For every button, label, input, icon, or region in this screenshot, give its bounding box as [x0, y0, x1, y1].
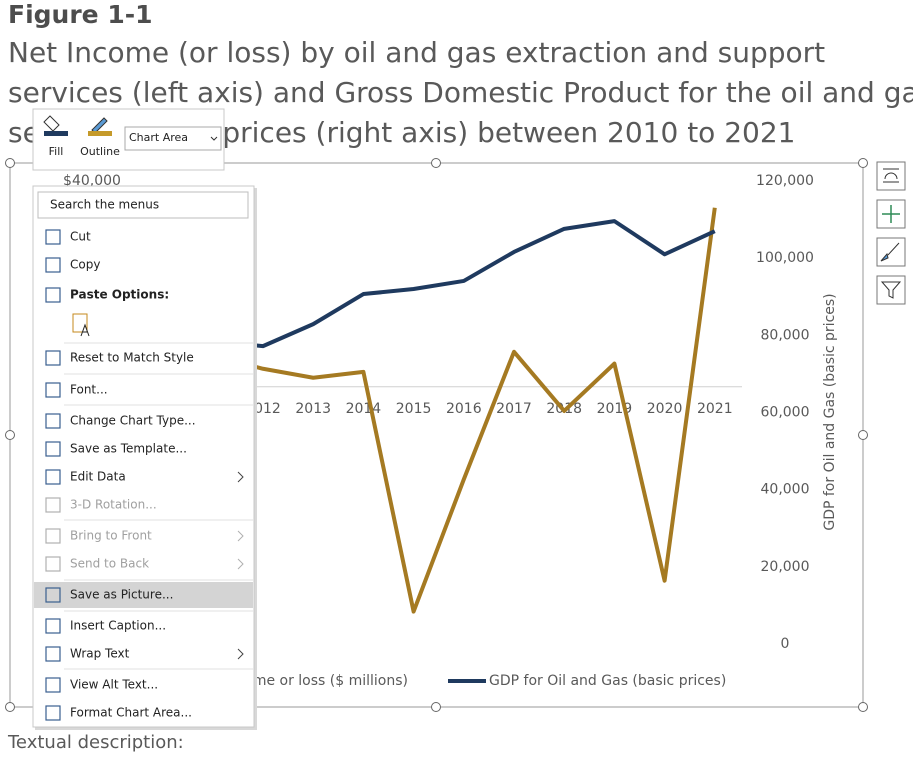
menu-item-label[interactable]: Copy	[70, 258, 100, 272]
menu-item-label[interactable]: Edit Data	[70, 470, 126, 484]
menu-icon	[45, 413, 61, 429]
paste-icon[interactable]	[72, 313, 88, 333]
dropdown-arrow	[210, 136, 218, 141]
menu-item-label[interactable]: Format Chart Area...	[70, 706, 192, 720]
menu-item-label[interactable]: View Alt Text...	[70, 678, 158, 692]
context-menu: Search the menus Cut Copy Paste Options: Res…	[32, 185, 257, 730]
footer-text: Textual description:	[7, 732, 184, 753]
menu-item-label[interactable]: Cut	[70, 230, 91, 244]
resize-handle[interactable]	[431, 702, 441, 712]
menu-item-label[interactable]: Wrap Text	[70, 647, 130, 661]
legend-label: GDP for Oil and Gas (basic prices)	[489, 673, 726, 689]
fill-swatch	[44, 131, 68, 136]
toolbar-label[interactable]: Outline	[80, 145, 120, 158]
menu-icon	[45, 705, 61, 721]
menu-icon	[45, 677, 61, 693]
mini-toolbar: Fill Outline Chart Area	[32, 108, 225, 171]
menu-highlight	[34, 582, 253, 608]
submenu-arrow	[237, 648, 244, 660]
menu-panel	[32, 185, 255, 728]
y2-axis-title: GDP for Oil and Gas (basic prices)	[822, 293, 838, 530]
element-dropdown[interactable]	[124, 126, 222, 151]
submenu-arrow	[237, 530, 244, 542]
resize-handle[interactable]	[858, 158, 868, 168]
menu-item-label: 3-D Rotation...	[70, 498, 157, 512]
x-tick-label: 2015	[396, 401, 432, 417]
x-tick-label: 2017	[496, 401, 532, 417]
menu-icon	[45, 469, 61, 485]
menu-item-label[interactable]: Save as Template...	[70, 442, 187, 456]
dropdown-label: Chart Area	[129, 131, 188, 144]
chart-button[interactable]	[876, 275, 906, 305]
x-tick-label: 2013	[295, 401, 331, 417]
menu-icon	[45, 350, 61, 366]
menu-icon	[45, 257, 61, 273]
menu-icon	[45, 618, 61, 634]
y2-tick-label: 100,000	[756, 250, 814, 266]
menu-item-label: Bring to Front	[70, 529, 152, 543]
x-tick-label: 2014	[346, 401, 382, 417]
menu-icon	[45, 497, 61, 513]
icon	[883, 168, 899, 183]
resize-handle[interactable]	[5, 158, 15, 168]
selection-handles	[5, 158, 868, 712]
y-tick-label: $40,000	[63, 173, 121, 189]
y2-tick-label: 80,000	[761, 327, 810, 343]
menu-icon	[45, 382, 61, 398]
search-box[interactable]	[37, 191, 249, 219]
menu-icon	[45, 441, 61, 457]
resize-handle[interactable]	[858, 702, 868, 712]
submenu-arrow	[237, 558, 244, 570]
icon	[880, 281, 902, 299]
figure-label: Figure 1-1	[8, 0, 153, 29]
title-line: Net Income (or loss) by oil and gas extr…	[8, 36, 825, 69]
outline-swatch	[88, 131, 112, 136]
chart-button[interactable]	[876, 161, 906, 191]
y2-tick-label: 40,000	[761, 482, 810, 498]
x-tick-label: 2021	[697, 401, 733, 417]
menu-item-label[interactable]: Paste Options:	[70, 288, 169, 302]
menu-item-label[interactable]: Insert Caption...	[70, 619, 166, 633]
icon	[882, 205, 900, 223]
paste-icon-a	[80, 323, 90, 337]
menu-icon	[45, 587, 61, 603]
menu-item-label[interactable]: Font...	[70, 383, 108, 397]
submenu-arrow	[237, 471, 244, 483]
menu-icon	[45, 528, 61, 544]
resize-handle[interactable]	[431, 158, 441, 168]
menu-item-label[interactable]: Reset to Match Style	[70, 351, 194, 365]
menu-item-label: Send to Back	[70, 557, 149, 571]
icon	[880, 242, 900, 262]
y2-tick-label: 0	[781, 636, 790, 652]
toolbar-label[interactable]: Fill	[49, 145, 64, 158]
resize-handle[interactable]	[5, 702, 15, 712]
y2-tick-label: 60,000	[761, 405, 810, 421]
menu-icon	[45, 287, 61, 303]
search-placeholder: Search the menus	[50, 198, 159, 212]
x-tick-label: 2020	[647, 401, 683, 417]
y2-tick-label: 120,000	[756, 173, 814, 189]
chart-side-buttons	[876, 161, 906, 305]
menu-item-label[interactable]: Save as Picture...	[70, 588, 173, 602]
title-line: services (left axis) and Gross Domestic …	[8, 76, 913, 109]
resize-handle[interactable]	[5, 430, 15, 440]
menu-icon	[45, 229, 61, 245]
menu-item-label[interactable]: Change Chart Type...	[70, 414, 196, 428]
y2-tick-label: 20,000	[761, 559, 810, 575]
menu-icon	[45, 556, 61, 572]
x-tick-label: 2016	[446, 401, 482, 417]
resize-handle[interactable]	[858, 430, 868, 440]
menu-icon	[45, 646, 61, 662]
